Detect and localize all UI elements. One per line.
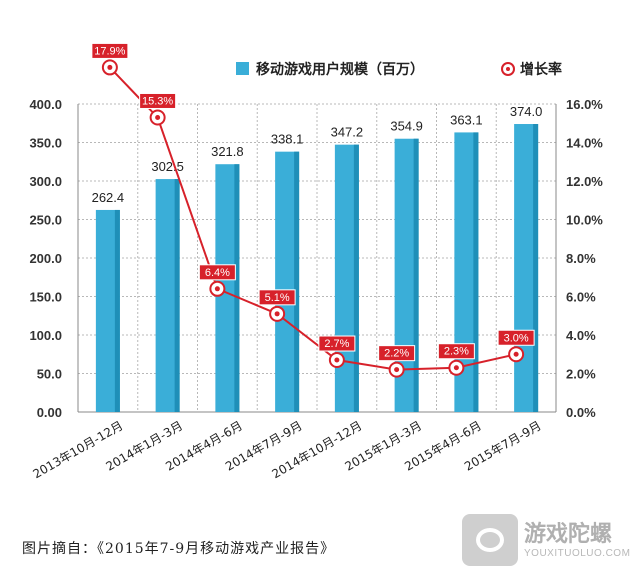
bar-value-label: 321.8 xyxy=(211,144,244,159)
bar-shade xyxy=(234,164,240,412)
left-tick-label: 400.0 xyxy=(29,97,62,112)
bar-value-label: 354.9 xyxy=(390,119,423,134)
growth-point-center xyxy=(274,311,280,317)
bar-shade xyxy=(533,124,539,413)
bar-value-label: 338.1 xyxy=(271,132,304,147)
growth-label-bg xyxy=(318,335,356,352)
left-tick-label: 350.0 xyxy=(29,136,62,151)
growth-value-label: 5.1% xyxy=(265,292,290,304)
right-tick-label: 6.0% xyxy=(566,290,596,305)
bar-shade xyxy=(473,132,479,412)
grid-lines xyxy=(77,103,557,413)
bar-value-label: 302.5 xyxy=(151,159,184,174)
bar-value-label: 363.1 xyxy=(450,112,483,127)
bar-value-label: 374.0 xyxy=(510,104,543,119)
bar-value-label: 347.2 xyxy=(331,125,364,140)
growth-point-center xyxy=(155,114,161,120)
right-tick-label: 0.0% xyxy=(566,405,596,420)
growth-value-label: 6.4% xyxy=(205,267,230,279)
watermark-name: 游戏陀螺 xyxy=(524,522,613,547)
growth-point-center xyxy=(107,64,113,70)
watermark-url: YOUXITUOLUO.COM xyxy=(524,548,631,559)
growth-line xyxy=(109,66,517,371)
right-tick-label: 14.0% xyxy=(566,136,603,151)
right-tick-label: 2.0% xyxy=(566,367,596,382)
growth-point-center xyxy=(394,367,400,373)
legend: 移动游戏用户规模（百万） 增长率 xyxy=(236,61,562,78)
left-tick-label: 300.0 xyxy=(29,174,62,189)
right-tick-label: 12.0% xyxy=(566,174,603,189)
right-tick-label: 8.0% xyxy=(566,251,596,266)
legend-line-label: 增长率 xyxy=(520,61,562,78)
growth-value-label: 15.3% xyxy=(142,95,173,107)
legend-bar-label: 移动游戏用户规模（百万） xyxy=(256,61,424,78)
right-tick-label: 10.0% xyxy=(566,213,603,228)
bar-shade xyxy=(294,151,300,412)
growth-label-bg xyxy=(497,329,535,346)
growth-label-bg xyxy=(198,264,236,281)
bar-shade xyxy=(353,144,359,412)
gyroscope-icon xyxy=(462,514,518,566)
right-axis-ticks: 0.0% 2.0% 4.0% 6.0% 8.0% 10.0% 12.0% 14.0% 16.0% xyxy=(566,97,603,420)
growth-label-bg xyxy=(378,345,416,362)
growth-label-bg xyxy=(258,289,296,306)
growth-point-center xyxy=(214,286,220,292)
growth-label-bg xyxy=(437,343,475,360)
source-caption: 图片摘自：《2015年7-9月移动游戏产业报告》 xyxy=(22,541,336,557)
growth-value-label: 17.9% xyxy=(94,45,125,57)
bar-shade xyxy=(413,138,419,413)
growth-label-bg xyxy=(139,92,177,109)
left-tick-label: 100.0 xyxy=(29,328,62,343)
bar-shade xyxy=(174,179,180,412)
growth-value-label: 2.3% xyxy=(444,346,469,358)
left-tick-label: 200.0 xyxy=(29,251,62,266)
left-tick-label: 50.0 xyxy=(37,367,62,382)
legend-line-marker-dot xyxy=(506,67,510,71)
left-axis-ticks: 0.00 50.0 100.0 150.0 200.0 250.0 300.0 350.0 40… xyxy=(29,97,62,420)
growth-point-center xyxy=(513,351,519,357)
bar-value-label: 262.4 xyxy=(92,190,125,205)
category-labels: 2013年10月-12月2014年1月-3月2014年4月-6月2014年7月-… xyxy=(31,418,544,481)
left-tick-label: 0.00 xyxy=(37,405,62,420)
legend-bar-swatch xyxy=(236,62,249,75)
left-tick-label: 250.0 xyxy=(29,213,62,228)
growth-line-series: 17.9% 15.3% 6.4% 5.1% 2.7% 2.2% 2.3% 3.0% xyxy=(91,42,535,378)
growth-value-label: 2.7% xyxy=(324,338,349,350)
growth-value-label: 2.2% xyxy=(384,348,409,360)
watermark-logo: 游戏陀螺 YOUXITUOLUO.COM xyxy=(462,512,630,570)
chart-canvas: 262.4 302.5 321.8 338.1 347.2 354.9 363.1 374.0… xyxy=(29,42,603,481)
left-tick-label: 150.0 xyxy=(29,290,62,305)
growth-label-bg xyxy=(91,42,129,59)
growth-point-center xyxy=(334,357,340,363)
growth-value-label: 3.0% xyxy=(504,332,529,344)
right-tick-label: 16.0% xyxy=(566,97,603,112)
growth-point-center xyxy=(453,365,459,371)
bar-shade xyxy=(114,209,120,412)
right-tick-label: 4.0% xyxy=(566,328,596,343)
